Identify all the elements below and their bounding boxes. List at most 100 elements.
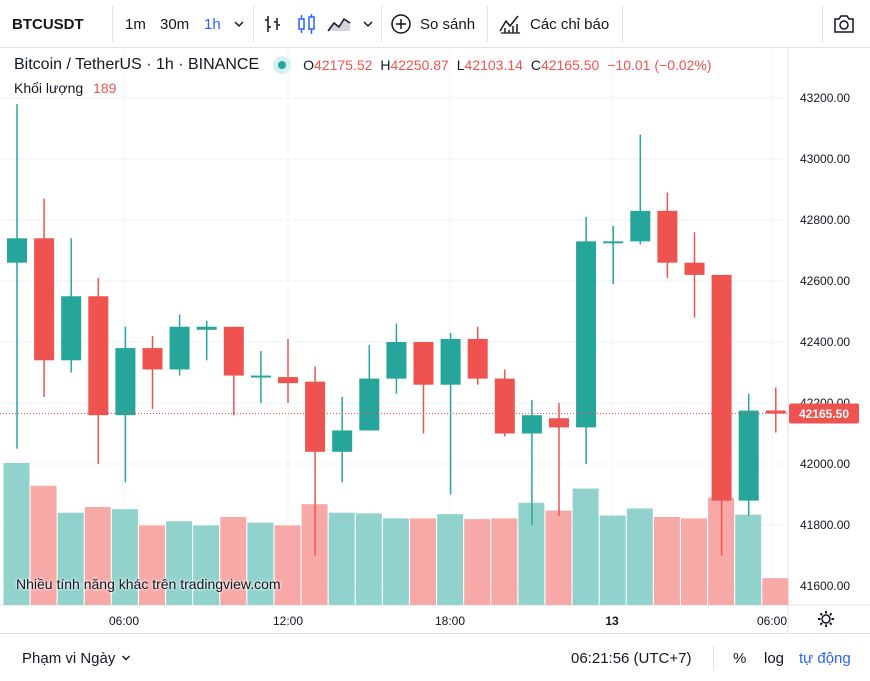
tradingview-watermark-link[interactable]: Nhiều tính năng khác trên tradingview.co…: [16, 576, 281, 592]
volume-bar: [57, 512, 84, 605]
price-chart[interactable]: 43200.00 43000.00 42800.00 42600.00 42400.00…: [0, 48, 870, 633]
current-price-badge: [789, 403, 859, 424]
candle-body: [630, 210, 651, 242]
log-label: log: [764, 649, 785, 667]
time-tick-label: 13: [605, 614, 619, 628]
candle-style-button[interactable]: [296, 0, 318, 48]
time-tick-label: 06:00: [109, 614, 139, 628]
top-toolbar: BTCUSDT 1m 30m 1h: [0, 0, 870, 48]
price-tick-label: 42600.00: [800, 274, 850, 288]
open-key: O: [303, 57, 315, 73]
auto-label: tự động: [799, 649, 851, 667]
footer-divider: [713, 646, 714, 670]
indicators-button[interactable]: Các chỉ báo: [498, 0, 609, 48]
candle-body: [738, 410, 759, 501]
interval-dropdown-button[interactable]: [233, 0, 245, 48]
toolbar-divider: [381, 6, 382, 42]
interval-30m-button[interactable]: 30m: [160, 0, 189, 48]
candle-body: [88, 296, 109, 416]
candle-body: [7, 238, 27, 263]
volume-bar: [166, 521, 193, 605]
volume-bar: [735, 514, 762, 605]
camera-icon: [834, 15, 854, 33]
volume-bar: [328, 512, 355, 605]
candle-body: [765, 410, 786, 414]
date-range-label: Phạm vi Ngày: [22, 649, 116, 667]
bottom-toolbar: Phạm vi Ngày 06:21:56 (UTC+7) % log tự đ…: [0, 633, 870, 681]
toolbar-divider: [822, 6, 823, 42]
candle-body: [359, 378, 380, 431]
candle-body: [413, 342, 434, 385]
candle-body: [440, 338, 461, 385]
volume-bar: [464, 519, 491, 605]
candle-body: [250, 375, 271, 378]
volume-bar: [193, 525, 220, 605]
plus-circle-icon: [391, 14, 411, 34]
volume-bar: [84, 507, 111, 605]
gear-tooth: [829, 622, 833, 626]
symbol-label: BTCUSDT: [12, 15, 84, 33]
volume-bar: [410, 518, 436, 605]
volume-bar: [274, 525, 301, 605]
chevron-down-icon: [363, 21, 373, 28]
percent-scale-button[interactable]: %: [733, 634, 746, 681]
toolbar-divider: [253, 6, 254, 42]
snapshot-button[interactable]: [832, 0, 856, 48]
volume-bar: [626, 508, 653, 605]
volume-bar: [437, 514, 464, 605]
interval-1h-button[interactable]: 1h: [204, 0, 221, 48]
gear-tooth: [819, 612, 823, 616]
change-value: −10.01 (−0.02%): [607, 57, 712, 73]
symbol-search-button[interactable]: BTCUSDT: [12, 0, 84, 48]
volume-bar: [139, 525, 165, 605]
candle-body: [305, 381, 326, 452]
price-tick-label: 43200.00: [800, 91, 850, 105]
candle-body: [115, 348, 136, 416]
volume-bar: [491, 518, 518, 605]
symbol-title: Bitcoin / TetherUS · 1h · BINANCE: [14, 56, 260, 73]
open-value: 42175.52: [314, 57, 373, 73]
candle-body: [61, 296, 82, 361]
timezone-clock-button[interactable]: 06:21:56 (UTC+7): [571, 634, 691, 681]
candles-icon: [298, 14, 315, 34]
volume-bar: [111, 509, 138, 605]
price-axis[interactable]: 43200.00 43000.00 42800.00 42600.00 42400.00…: [789, 91, 859, 593]
interval-1m-label: 1m: [125, 15, 146, 33]
close-key: C: [530, 57, 541, 73]
bar-style-button[interactable]: [262, 0, 284, 48]
area-chart-icon: [327, 17, 351, 32]
gear-tooth: [829, 612, 833, 616]
settings-gear-icon[interactable]: [818, 611, 834, 627]
gear-tooth: [819, 622, 823, 626]
indicators-icon: [499, 15, 520, 34]
compare-label: So sánh: [420, 15, 476, 33]
interval-1m-button[interactable]: 1m: [125, 0, 146, 48]
chart-legend: Bitcoin / TetherUS · 1h · BINANCE O42175…: [14, 54, 712, 76]
indicators-label: Các chỉ báo: [530, 15, 610, 33]
interval-30m-label: 30m: [160, 15, 190, 33]
price-tick-label: 42800.00: [800, 213, 850, 227]
time-axis[interactable]: 06:00 12:00 18:00 13 06:00: [109, 611, 834, 628]
auto-scale-button[interactable]: tự động: [799, 634, 851, 681]
volume-label: Khối lượng: [14, 80, 84, 96]
price-tick-label: 41800.00: [800, 518, 850, 532]
candle-body: [576, 241, 597, 428]
clock-label: 06:21:56 (UTC+7): [571, 649, 692, 667]
candle-body: [521, 415, 542, 434]
volume-legend: Khối lượng 189: [14, 80, 116, 96]
toolbar-divider: [622, 6, 623, 42]
gear-center: [821, 614, 831, 624]
log-scale-button[interactable]: log: [764, 634, 784, 681]
area-style-button[interactable]: [326, 0, 352, 48]
volume-bar: [30, 485, 57, 605]
candle-body: [549, 418, 569, 428]
candle-body: [169, 326, 190, 370]
chevron-down-icon: [122, 655, 131, 661]
date-range-button[interactable]: Phạm vi Ngày: [22, 634, 131, 681]
price-tick-label: 42400.00: [800, 335, 850, 349]
chart-type-dropdown-button[interactable]: [362, 0, 374, 48]
candle-body: [603, 241, 624, 244]
compare-button[interactable]: So sánh: [390, 0, 475, 48]
volume-bar: [247, 522, 274, 605]
time-tick-label: 06:00: [757, 614, 787, 628]
